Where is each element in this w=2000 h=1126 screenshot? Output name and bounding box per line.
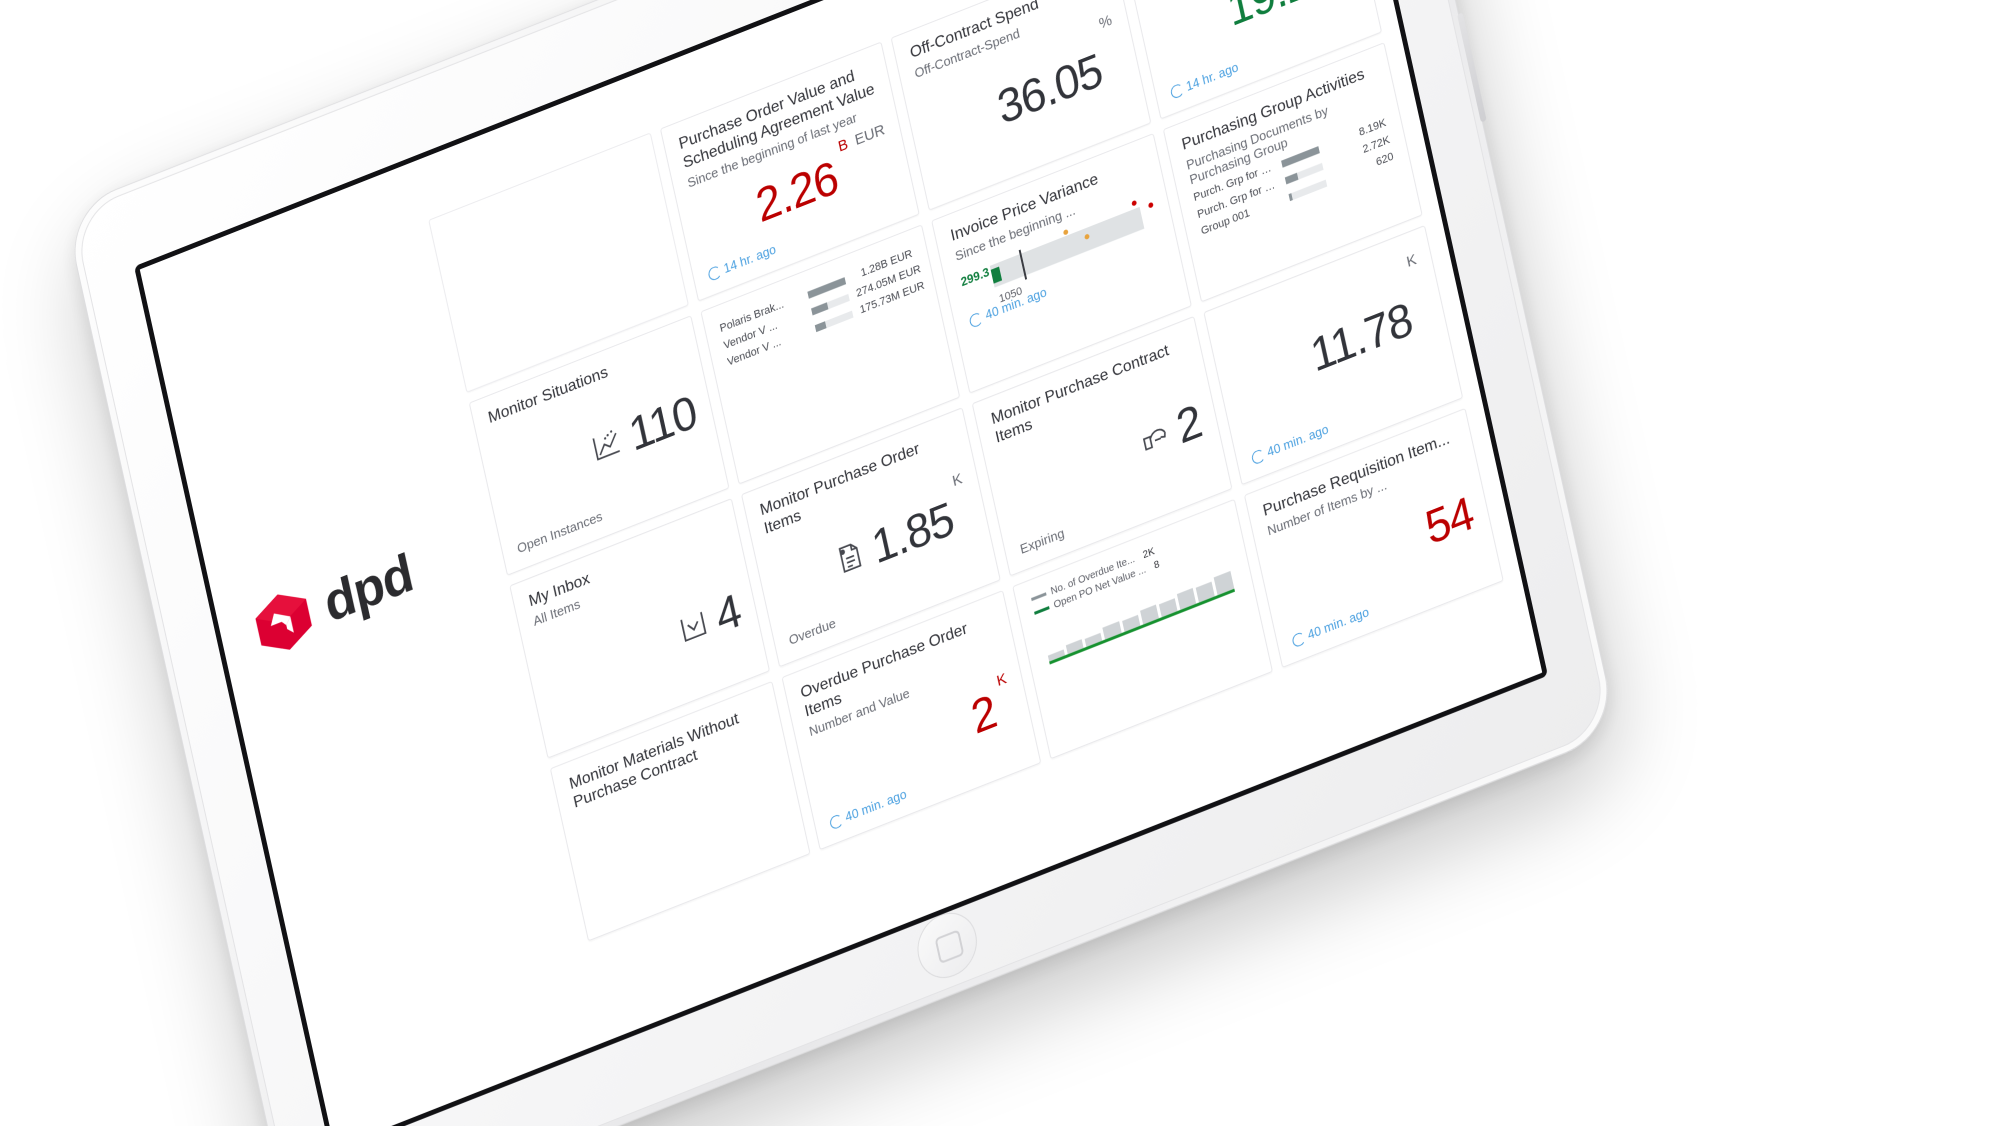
bullet-marker-dot: [1131, 200, 1138, 208]
tile-kpi-value: 54: [1420, 485, 1478, 555]
tile-kpi-value: 36.05: [992, 42, 1107, 135]
refresh-icon: [1250, 447, 1266, 466]
tile-measure: EUR: [853, 121, 887, 150]
dpd-cube-icon: [248, 580, 319, 664]
tile-kpi-value: 11.78: [1305, 291, 1417, 382]
bullet-actual-label: 299.3: [959, 265, 991, 290]
tile-kpi-unit: K: [950, 469, 964, 491]
tile-kpi-value: 2: [966, 683, 1001, 744]
tile-kpi-unit: %: [1097, 11, 1114, 34]
inbox-tray-icon: [674, 604, 713, 650]
tile-grid: Purchase Order Value and Scheduling Agre…: [428, 0, 1522, 1026]
tablet-body: Your delivery experts dpd: [63, 0, 1619, 1126]
refresh-icon: [828, 812, 844, 831]
dpd-wordmark: dpd: [319, 543, 418, 635]
tile-kpi-value: 4: [710, 582, 746, 644]
overdue-document-icon: [830, 535, 869, 581]
bullet-marker-dot: [1148, 202, 1155, 209]
refresh-icon: [1169, 82, 1185, 100]
tile-monitor-purchase-order-items[interactable]: Monitor Purchase Order Items: [740, 407, 1001, 668]
refresh-icon: [706, 264, 722, 282]
tile-kpi-unit: B: [836, 135, 850, 157]
tile-kpi-value: 2: [1171, 394, 1207, 455]
tile-kpi-value: 2.26: [751, 149, 843, 233]
dpd-logo: dpd: [248, 541, 418, 664]
legend-swatch-bar: [1031, 592, 1047, 602]
refresh-icon: [1290, 630, 1306, 649]
tile-monitor-situations[interactable]: Monitor Situations: [468, 315, 730, 576]
tile-monitor-purchase-contract-items[interactable]: Monitor Purchase Contract Items: [971, 316, 1232, 577]
tile-kpi-unit: K: [995, 669, 1009, 691]
legend-value: 2K: [1141, 545, 1156, 562]
tile-kpi-unit: K: [1404, 250, 1419, 271]
legend-swatch-line: [1034, 606, 1050, 615]
tablet-screen-bezel: Your delivery experts dpd: [133, 0, 1549, 1126]
situation-chart-icon: [587, 422, 626, 468]
tile-kpi-value: 110: [624, 384, 702, 461]
tile-kpi-value: 1.85: [867, 491, 959, 575]
tile-my-inbox[interactable]: My Inbox All Items 4: [509, 498, 770, 759]
contract-expiring-icon: [1135, 415, 1174, 461]
legend-value: 8: [1153, 558, 1161, 572]
fiori-launchpad: Your delivery experts dpd: [139, 0, 1543, 1126]
